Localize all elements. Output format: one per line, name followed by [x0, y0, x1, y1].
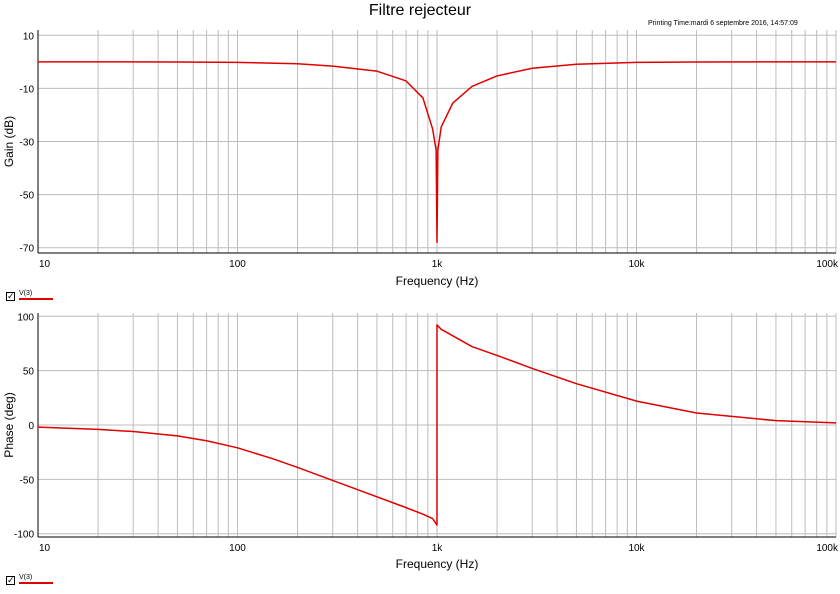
- y-tick-label: 100: [17, 312, 34, 323]
- series-line-phase: [37, 324, 837, 526]
- legend-trace-name: V(3): [19, 574, 33, 581]
- x-tick-label: 100k: [816, 543, 839, 554]
- legend-checkbox[interactable]: ✓: [6, 576, 15, 585]
- y-tick-label: 50: [23, 367, 35, 378]
- y-tick-label: 0: [28, 421, 34, 432]
- x-tick-label: 10k: [628, 543, 645, 554]
- y-tick-label: -30: [20, 138, 35, 149]
- y-tick-label: -50: [20, 191, 35, 202]
- x-axis-label: Frequency (Hz): [396, 274, 479, 288]
- legend-trace-swatch: [19, 582, 53, 584]
- x-tick-label: 100: [229, 543, 246, 554]
- x-tick-label: 10k: [628, 259, 645, 270]
- y-axis-label: Gain (dB): [2, 116, 16, 167]
- x-tick-label: 10: [39, 259, 51, 270]
- x-tick-label: 100k: [816, 259, 839, 270]
- y-tick-label: 10: [23, 31, 35, 42]
- check-icon: ✓: [7, 291, 15, 301]
- legend-trace-swatch: [19, 298, 53, 300]
- y-tick-label: -50: [20, 475, 35, 486]
- x-tick-label: 100: [229, 259, 246, 270]
- y-tick-label: -10: [20, 84, 35, 95]
- series-line-gain: [37, 61, 837, 244]
- x-axis-label: Frequency (Hz): [396, 557, 479, 571]
- y-axis-label: Phase (deg): [2, 392, 16, 457]
- printing-time: Printing Time:mardi 6 septembre 2016, 14…: [648, 20, 798, 27]
- legend-checkbox[interactable]: ✓: [6, 292, 15, 301]
- x-tick-label: 1k: [432, 259, 444, 270]
- chart-title: Filtre rejecteur: [368, 2, 472, 19]
- check-icon: ✓: [7, 575, 15, 585]
- x-tick-label: 10: [39, 543, 51, 554]
- x-tick-label: 1k: [432, 543, 444, 554]
- legend-trace-name: V(3): [19, 290, 33, 297]
- y-tick-label: -100: [14, 530, 34, 541]
- y-tick-label: -70: [20, 244, 35, 255]
